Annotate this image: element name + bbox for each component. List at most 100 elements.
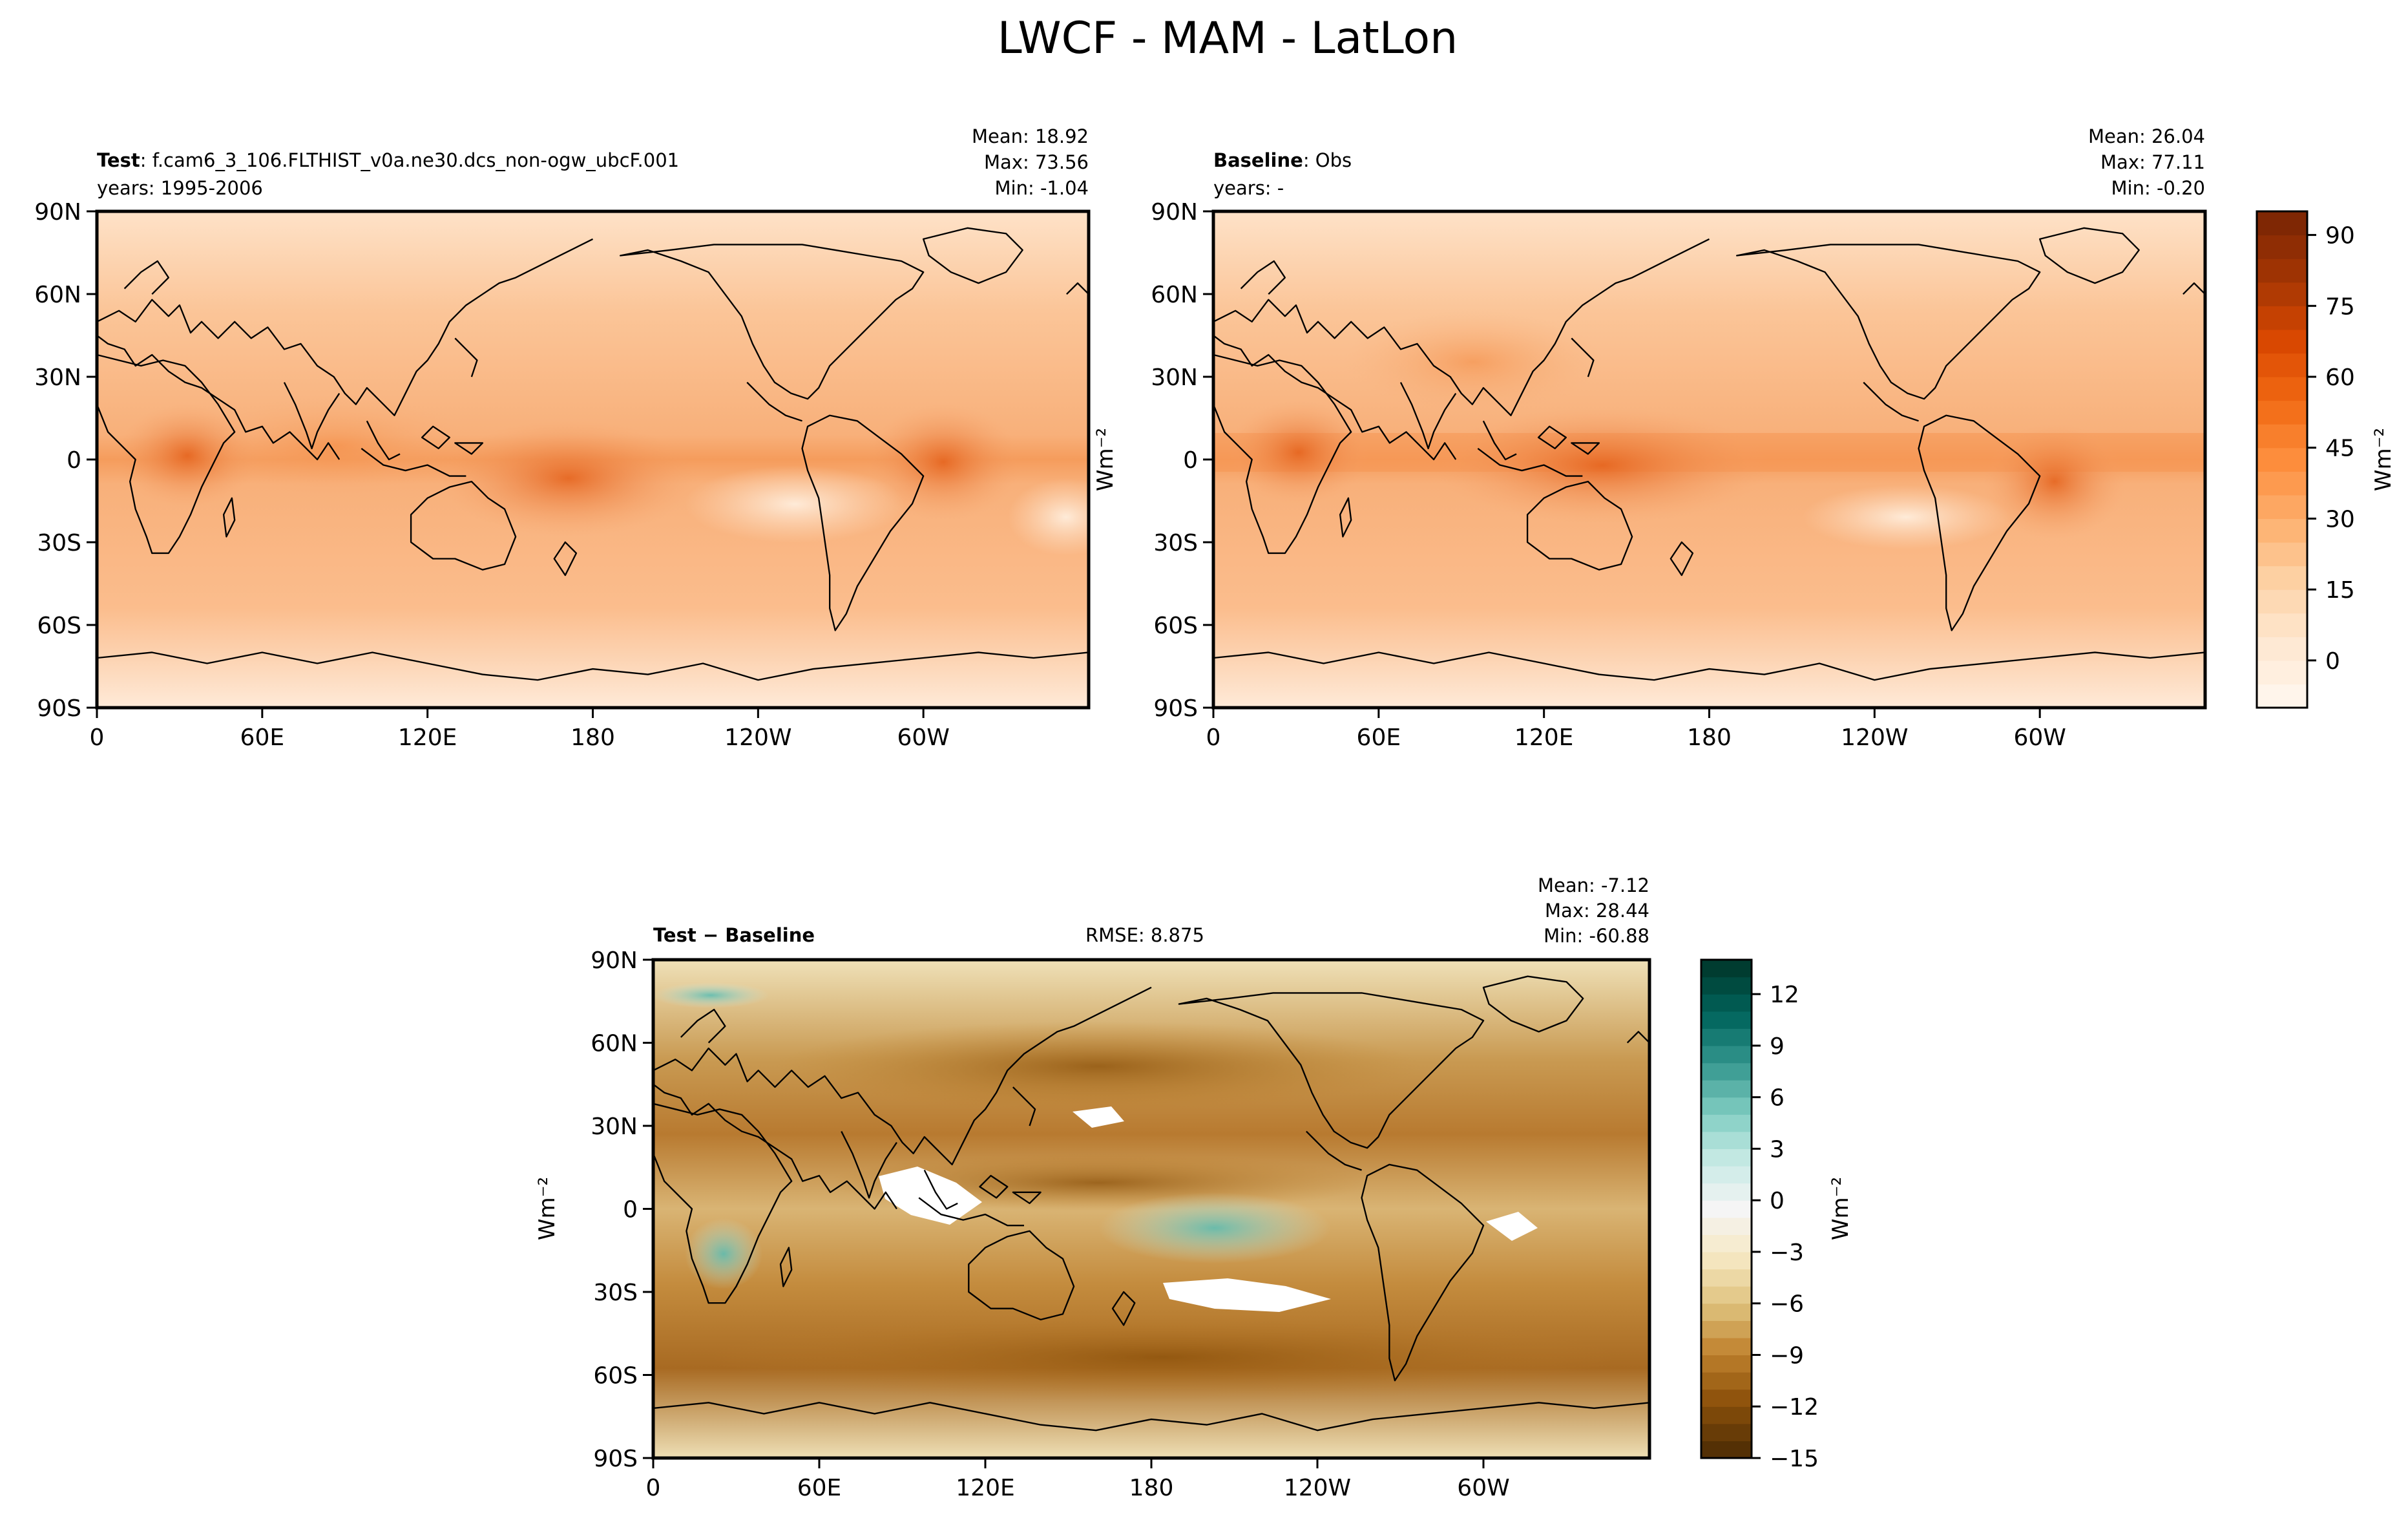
colorbar-main-tick-label: 75 <box>2325 293 2355 320</box>
baseline-xtick-label: 180 <box>1687 724 1732 751</box>
colorbar-diff-block <box>1701 1114 1752 1132</box>
baseline-ytick-label: 30N <box>1151 365 1198 391</box>
colorbar-diff-tick-label: −9 <box>1770 1342 1804 1369</box>
colorbar-main-block <box>2257 542 2307 567</box>
colorbar-main-block <box>2257 684 2307 708</box>
diff-white-satl <box>1486 1212 1538 1241</box>
colorbar-main-block <box>2257 424 2307 449</box>
baseline-axis-ticks: 0 60E 120E 180 120W 60W 90N 60N 30N 0 30S 60S 90S <box>1151 199 2066 751</box>
test-stat-min: Min: -1.04 <box>995 177 1089 199</box>
diff-xtick-label: 60E <box>797 1475 842 1501</box>
colorbar-main-block <box>2257 589 2307 614</box>
colorbar-diff-block <box>1701 1286 1752 1304</box>
test-pool-wpac <box>439 420 698 536</box>
baseline-ytick-label: 60S <box>1153 613 1198 639</box>
colorbar-diff-block <box>1701 1028 1752 1046</box>
baseline-pool-wpac <box>1434 407 1770 523</box>
colorbar-diff-block <box>1701 1131 1752 1150</box>
diff-ytick-label: 0 <box>623 1197 638 1223</box>
colorbar-main-block <box>2257 471 2307 496</box>
diff-stat-max: Max: 28.44 <box>1545 900 1649 922</box>
colorbar-main-tick-label: 0 <box>2325 648 2340 675</box>
diff-axis-ticks: 0 60E 120E 180 120W 60W 90N 60N 30N 0 30S 60S 90S <box>591 947 1509 1501</box>
baseline-xtick-label: 0 <box>1206 724 1221 751</box>
colorbar-diff-block <box>1701 977 1752 995</box>
colorbar-diff-tick-label: −12 <box>1770 1394 1819 1421</box>
colorbar-main-block <box>2257 518 2307 543</box>
baseline-pool-amazon <box>1984 423 2126 540</box>
test-xtick-label: 0 <box>90 724 105 751</box>
baseline-stat-max: Max: 77.11 <box>2100 151 2205 173</box>
colorbar-diff-block <box>1701 1337 1752 1356</box>
colorbar-main-block <box>2257 306 2307 330</box>
colorbar-diff-tick-label: 9 <box>1770 1033 1785 1060</box>
diff-xtick-label: 120W <box>1284 1475 1351 1501</box>
test-ytick-label: 90S <box>37 695 81 722</box>
test-ytick-label: 60N <box>34 282 81 308</box>
colorbar-diff-block <box>1701 960 1752 978</box>
colorbar-main-block <box>2257 211 2307 236</box>
colorbar-diff-block <box>1701 1011 1752 1029</box>
diff-dark-nh <box>775 1021 1421 1112</box>
colorbar-diff-block <box>1701 1355 1752 1373</box>
colorbar-diff-tick-label: 12 <box>1770 982 1799 1008</box>
colorbar-diff-tick-label: −3 <box>1770 1240 1804 1266</box>
colorbar-diff-block <box>1701 994 1752 1012</box>
colorbar-main: 90 75 60 45 30 15 0 Wm⁻² <box>2256 210 2396 709</box>
colorbar-diff-tick-label: −6 <box>1770 1291 1804 1318</box>
diff-stat-mean: Mean: -7.12 <box>1538 874 1649 896</box>
test-ytick-label: 30N <box>34 365 81 391</box>
colorbar-diff-block <box>1701 1423 1752 1442</box>
test-title-bold: Test <box>97 149 140 171</box>
diff-ytick-label: 30S <box>593 1280 638 1306</box>
colorbar-main-block <box>2257 660 2307 685</box>
baseline-title-rest: : Obs <box>1303 149 1352 171</box>
diff-stat-min: Min: -60.88 <box>1544 925 1649 947</box>
test-pool-indian <box>194 394 478 498</box>
test-xtick-label: 120W <box>724 724 791 751</box>
colorbar-diff-block <box>1701 1217 1752 1235</box>
colorbar-diff-block <box>1701 1251 1752 1270</box>
diff-ytick-label: 30N <box>591 1114 638 1140</box>
test-ytick-label: 30S <box>37 530 81 556</box>
colorbar-main-block <box>2257 637 2307 661</box>
colorbar-main-tick-label: 60 <box>2325 365 2355 391</box>
colorbar-main-block <box>2257 353 2307 377</box>
diff-white-tibet <box>1073 1106 1124 1128</box>
test-ytick-label: 0 <box>67 447 81 474</box>
svg-text:Test: f.cam6_3_106.FLTHIST_v0a: Test: f.cam6_3_106.FLTHIST_v0a.ne30.dcs_… <box>97 149 679 171</box>
colorbar-diff-block <box>1701 1303 1752 1321</box>
colorbar-main-block <box>2257 565 2307 590</box>
colorbar-main-block <box>2257 259 2307 283</box>
colorbar-diff-block <box>1701 1372 1752 1390</box>
colorbar-diff-block <box>1701 1320 1752 1338</box>
colorbar-main-block <box>2257 494 2307 520</box>
colorbar-diff-block <box>1701 1148 1752 1167</box>
baseline-stat-min: Min: -0.20 <box>2111 177 2205 199</box>
colorbar-diff-block <box>1701 1080 1752 1098</box>
baseline-stat-mean: Mean: 26.04 <box>2088 125 2205 147</box>
test-ytick-label: 90N <box>34 199 81 226</box>
baseline-subtitle: years: - <box>1213 177 1284 199</box>
baseline-pool-africa <box>1228 401 1370 504</box>
colorbar-diff-block <box>1701 1183 1752 1201</box>
colorbar-diff-tick-label: 0 <box>1770 1188 1785 1214</box>
colorbar-diff-blocks <box>1701 960 1752 1459</box>
test-xtick-label: 120E <box>398 724 457 751</box>
colorbar-main-block <box>2257 329 2307 354</box>
baseline-ytick-label: 90S <box>1153 695 1198 722</box>
colorbar-diff-block <box>1701 1097 1752 1115</box>
baseline-ytick-label: 60N <box>1151 282 1198 308</box>
test-subtitle: years: 1995-2006 <box>97 177 263 199</box>
diff-xtick-label: 120E <box>956 1475 1014 1501</box>
colorbar-diff-tick-label: −15 <box>1770 1446 1819 1472</box>
baseline-pale-epac <box>1803 485 2009 549</box>
baseline-xtick-label: 120E <box>1514 724 1573 751</box>
diff-ytick-label: 60S <box>593 1363 638 1390</box>
colorbar-diff-block <box>1701 1200 1752 1218</box>
panel-test: 0 60E 120E 180 120W 60W 90N 60N 30N 0 30S 60S 90S Te… <box>34 125 1091 751</box>
diff-teal-arctic <box>653 982 769 1008</box>
colorbar-diff-block <box>1701 1269 1752 1287</box>
colorbar-main-ticks: 90 75 60 45 30 15 0 <box>2307 223 2355 675</box>
colorbar-diff-block <box>1701 1389 1752 1407</box>
